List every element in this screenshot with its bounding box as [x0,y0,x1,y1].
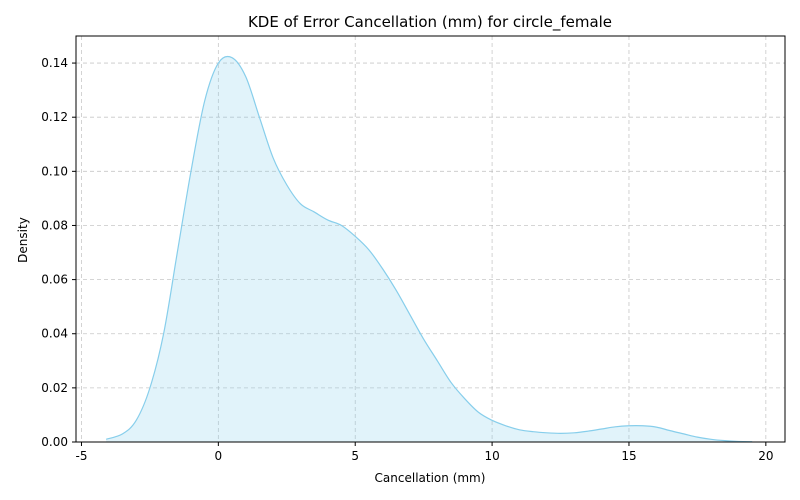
y-tick-label: 0.12 [41,110,68,124]
y-tick-label: 0.00 [41,435,68,449]
x-tick-label: 10 [484,449,499,463]
kde-area-fill [106,56,753,442]
x-tick-label: 0 [215,449,223,463]
x-axis-label: Cancellation (mm) [375,471,486,485]
chart-title: KDE of Error Cancellation (mm) for circl… [248,13,612,32]
y-tick-label: 0.14 [41,56,68,70]
x-tick-label: 15 [621,449,636,463]
y-tick-label: 0.02 [41,381,68,395]
plot-area [105,55,753,443]
y-tick-label: 0.06 [41,273,68,287]
y-tick-label: 0.10 [41,164,68,178]
y-tick-label: 0.04 [41,327,68,341]
y-tick-label: 0.08 [41,218,68,232]
plot-frame [75,35,786,443]
kde-curve [105,55,753,443]
x-tick-label: 20 [758,449,773,463]
y-axis-ticks: 0.00 0.02 0.04 0.06 0.08 0.10 0.12 0.14 [41,56,76,449]
x-axis-ticks: -5 0 5 10 15 20 [75,442,773,463]
y-axis-label: Density [16,217,30,263]
x-tick-label: -5 [75,449,87,463]
x-tick-label: 5 [351,449,359,463]
